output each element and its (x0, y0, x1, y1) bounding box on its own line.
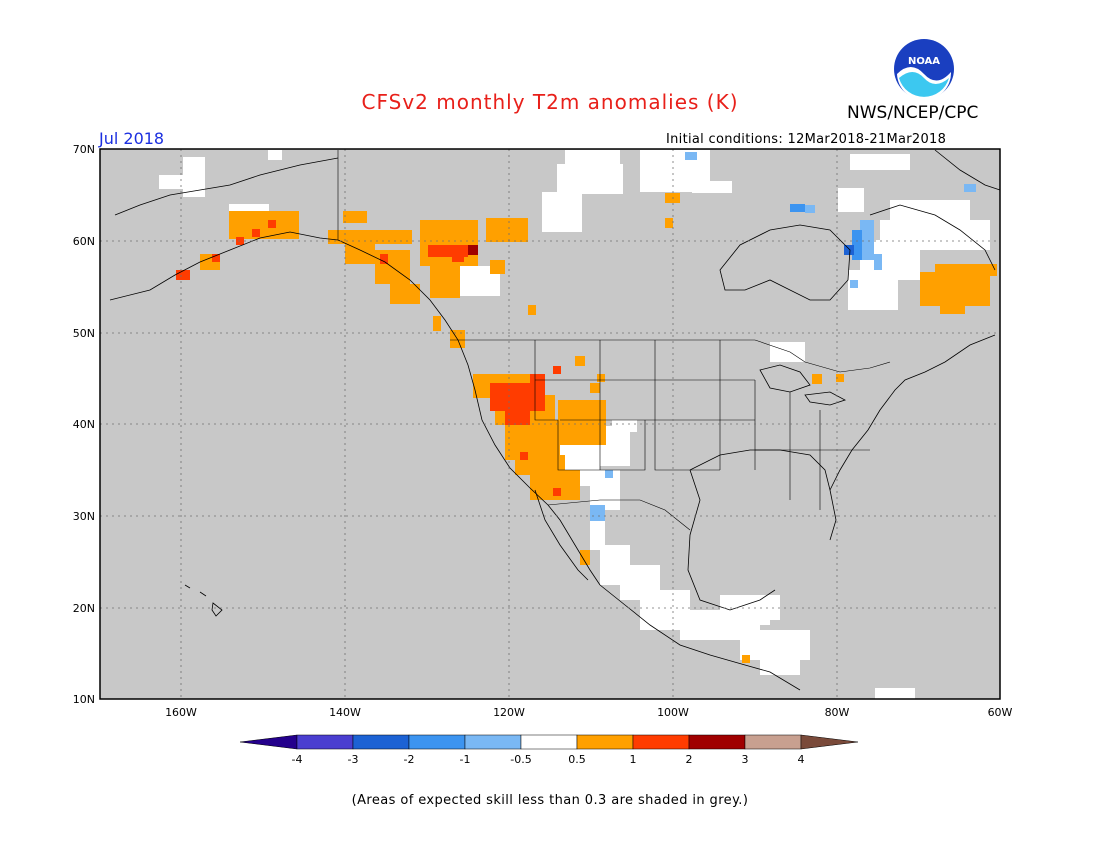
lon-label: 60W (988, 706, 1013, 719)
anomaly-1-to-2 (176, 220, 561, 496)
anomaly-minus2-to-minus1 (790, 204, 862, 260)
longitude-labels: 160W 140W 120W 100W 80W 60W (165, 706, 1012, 719)
colorbar-label: 3 (742, 753, 749, 766)
borders (337, 150, 891, 531)
lat-label: 30N (73, 510, 95, 523)
colorbar-label: 1 (630, 753, 637, 766)
colorbar-high-arrow (800, 734, 859, 750)
colorbar-swatch (632, 734, 690, 750)
near-normal-areas (159, 150, 990, 699)
colorbar-label: -3 (348, 753, 359, 766)
colorbar-swatch (688, 734, 746, 750)
colorbar-labels: -4 -3 -2 -1 -0.5 0.5 1 2 3 4 (292, 753, 805, 766)
lat-label: 40N (73, 418, 95, 431)
lon-label: 160W (165, 706, 197, 719)
colorbar-swatch (464, 734, 522, 750)
anomaly-2-to-3 (468, 245, 478, 255)
colorbar-swatch (352, 734, 410, 750)
lat-label: 50N (73, 327, 95, 340)
lon-label: 100W (657, 706, 689, 719)
colorbar-swatch (408, 734, 466, 750)
logo-text: NOAA (908, 56, 940, 67)
colorbar (239, 734, 859, 750)
lat-label: 10N (73, 693, 95, 706)
anomaly-minus3-to-minus2 (844, 245, 854, 255)
colorbar-swatch (744, 734, 802, 750)
colorbar-label: 0.5 (568, 753, 586, 766)
initial-conditions: Initial conditions: 12Mar2018-21Mar2018 (666, 132, 947, 147)
colorbar-label: -4 (292, 753, 303, 766)
colorbar-label: -0.5 (510, 753, 531, 766)
lat-label: 60N (73, 235, 95, 248)
colorbar-label: -1 (460, 753, 471, 766)
lat-label: 20N (73, 602, 95, 615)
skill-note: (Areas of expected skill less than 0.3 a… (351, 793, 749, 808)
lon-label: 120W (493, 706, 525, 719)
lat-label: 70N (73, 143, 95, 156)
colorbar-low-arrow (239, 734, 298, 750)
forecast-month: Jul 2018 (99, 129, 165, 148)
lon-label: 140W (329, 706, 361, 719)
latitude-labels: 70N 60N 50N 40N 30N 20N 10N (73, 143, 95, 706)
lon-label: 80W (825, 706, 850, 719)
grid-lines (100, 149, 1000, 699)
colorbar-label: 4 (798, 753, 805, 766)
map-frame (99, 148, 1001, 700)
agency-label: NWS/NCEP/CPC (847, 103, 979, 123)
colorbar-swatch (296, 734, 354, 750)
anomaly-minus1-to-minus0.5 (590, 152, 976, 521)
colorbar-label: -2 (404, 753, 415, 766)
colorbar-label: 2 (686, 753, 693, 766)
map-title: CFSv2 monthly T2m anomalies (K) (361, 90, 739, 114)
colorbar-swatch (520, 734, 578, 750)
noaa-logo: NOAA (894, 39, 954, 100)
colorbar-swatch (576, 734, 634, 750)
